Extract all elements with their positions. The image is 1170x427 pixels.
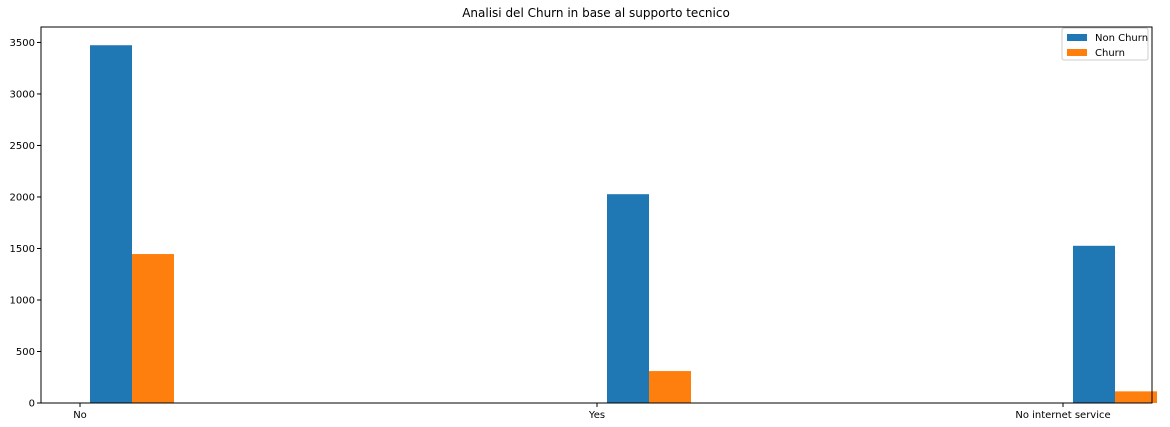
legend-swatch-churn bbox=[1067, 49, 1087, 56]
legend-swatch-non-churn bbox=[1067, 34, 1087, 41]
chart-title: Analisi del Churn in base al supporto te… bbox=[462, 6, 730, 20]
plot-area bbox=[40, 26, 1157, 404]
bar-churn-2 bbox=[1115, 391, 1157, 403]
legend-label-churn: Churn bbox=[1095, 48, 1125, 59]
y-tick-label: 3000 bbox=[10, 89, 35, 100]
y-tick-label: 3500 bbox=[10, 38, 35, 49]
y-tick-label: 2500 bbox=[10, 141, 35, 152]
bar-non-churn-0 bbox=[90, 45, 132, 403]
bar-churn-1 bbox=[649, 371, 691, 403]
bar-non-churn-1 bbox=[607, 194, 649, 403]
x-axis: No Yes No internet service bbox=[73, 403, 1111, 421]
y-tick-label: 2000 bbox=[10, 192, 35, 203]
y-tick-label: 1500 bbox=[10, 244, 35, 255]
bar-non-churn-2 bbox=[1073, 245, 1115, 403]
y-tick-label: 0 bbox=[29, 399, 35, 410]
y-axis: 0 500 1000 1500 2000 2500 3000 3500 bbox=[10, 38, 41, 410]
bar-churn-0 bbox=[132, 254, 174, 403]
x-tick-label: No internet service bbox=[1015, 410, 1110, 421]
legend-label-non-churn: Non Churn bbox=[1095, 33, 1148, 44]
legend: Non Churn Churn bbox=[1061, 27, 1149, 61]
x-tick-label: No bbox=[73, 410, 87, 421]
y-tick-label: 1000 bbox=[10, 295, 35, 306]
y-tick-label: 500 bbox=[16, 347, 35, 358]
x-tick-label: Yes bbox=[588, 410, 605, 421]
